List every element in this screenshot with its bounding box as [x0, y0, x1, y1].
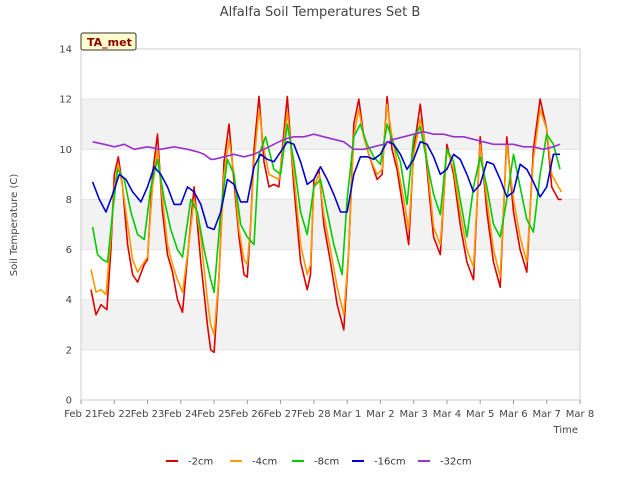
- x-tick-label: Mar 4: [433, 409, 461, 420]
- x-tick-label: Feb 21: [64, 409, 98, 420]
- series-line-8cm: [91, 123, 561, 294]
- plot-band: [81, 99, 580, 150]
- plot-band: [81, 299, 580, 350]
- y-tick-label: 0: [66, 396, 72, 407]
- y-tick-label: 14: [59, 45, 72, 56]
- x-tick-label: Mar 1: [333, 409, 361, 420]
- series-lines: [90, 95, 563, 354]
- x-tick-label: Mar 2: [366, 409, 394, 420]
- x-tick-label: Feb 22: [97, 409, 131, 420]
- chart-title: Alfalfa Soil Temperatures Set B: [220, 5, 421, 20]
- x-tick-label: Feb 24: [164, 409, 198, 420]
- legend-label: -8cm: [314, 457, 339, 468]
- x-tick-label: Mar 8: [566, 409, 594, 420]
- series-line-32cm: [92, 130, 561, 161]
- legend-label: -4cm: [252, 457, 277, 468]
- x-tick-label: Mar 6: [499, 409, 527, 420]
- x-tick-label: Mar 5: [466, 409, 494, 420]
- badge-label: TA_met: [87, 36, 132, 49]
- y-tick-label: 2: [66, 345, 72, 356]
- x-tick-label: Feb 28: [297, 409, 331, 420]
- x-tick-label: Feb 27: [264, 409, 298, 420]
- y-tick-label: 4: [66, 295, 72, 306]
- x-tick-label: Feb 26: [231, 409, 265, 420]
- x-tick-label: Mar 7: [533, 409, 561, 420]
- x-tick-label: Mar 3: [399, 409, 427, 420]
- legend-label: -16cm: [374, 457, 406, 468]
- series-line-4cm: [90, 103, 563, 336]
- x-axis-label: Time: [553, 425, 578, 436]
- plot-frame: [80, 48, 581, 401]
- legend-label: -2cm: [188, 457, 213, 468]
- legend: -2cm -4cm -8cm -16cm -32cm: [166, 457, 472, 468]
- badge-box: [80, 32, 137, 51]
- y-tick-label: 8: [66, 195, 72, 206]
- legend-label: -32cm: [440, 457, 472, 468]
- y-tick-label: 12: [59, 95, 72, 106]
- y-axis-label: Soil Temperature (C): [9, 174, 20, 277]
- x-tick-label: Feb 25: [197, 409, 231, 420]
- y-tick-label: 6: [66, 245, 72, 256]
- x-tick-label: Feb 23: [131, 409, 165, 420]
- y-tick-label: 10: [59, 145, 72, 156]
- ta-met-badge: TA_met: [80, 32, 137, 51]
- series-line-16cm: [91, 141, 560, 231]
